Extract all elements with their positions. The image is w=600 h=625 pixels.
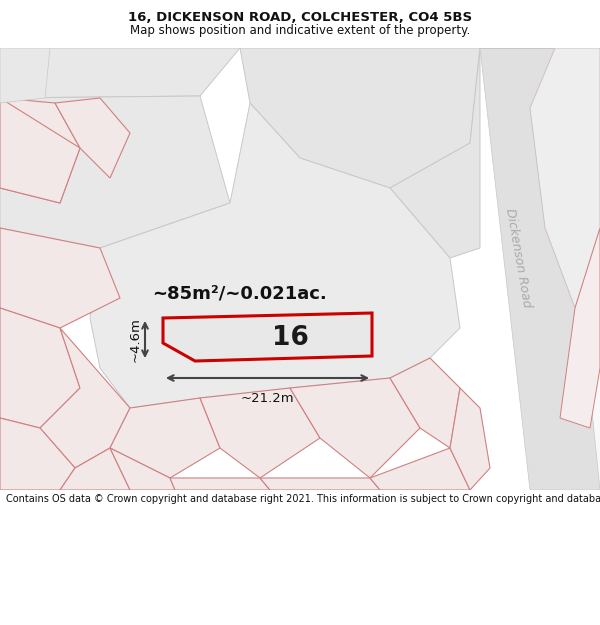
Polygon shape [390, 358, 460, 448]
Polygon shape [0, 98, 80, 203]
Polygon shape [55, 98, 130, 178]
Polygon shape [260, 478, 380, 490]
Polygon shape [200, 388, 320, 478]
Polygon shape [450, 388, 490, 490]
Polygon shape [560, 228, 600, 428]
Text: Dickenson Road: Dickenson Road [503, 208, 533, 309]
Polygon shape [0, 48, 240, 98]
Text: ~21.2m: ~21.2m [241, 392, 295, 405]
Polygon shape [390, 48, 480, 258]
Polygon shape [480, 48, 600, 490]
Polygon shape [170, 478, 270, 490]
Polygon shape [530, 48, 600, 490]
Polygon shape [60, 448, 130, 490]
Polygon shape [0, 308, 80, 428]
Text: 16, DICKENSON ROAD, COLCHESTER, CO4 5BS: 16, DICKENSON ROAD, COLCHESTER, CO4 5BS [128, 11, 472, 24]
Polygon shape [240, 48, 480, 188]
Polygon shape [110, 448, 175, 490]
Polygon shape [370, 448, 470, 490]
Text: ~4.6m: ~4.6m [129, 317, 142, 362]
Polygon shape [0, 96, 230, 248]
Polygon shape [0, 48, 50, 103]
Polygon shape [0, 418, 75, 490]
Polygon shape [90, 103, 460, 408]
Text: 16: 16 [272, 325, 308, 351]
Polygon shape [40, 328, 130, 468]
Polygon shape [110, 398, 220, 478]
Polygon shape [0, 228, 120, 328]
Polygon shape [290, 378, 420, 478]
Polygon shape [163, 313, 372, 361]
Text: ~85m²/~0.021ac.: ~85m²/~0.021ac. [152, 284, 328, 302]
Polygon shape [530, 48, 600, 308]
Text: Map shows position and indicative extent of the property.: Map shows position and indicative extent… [130, 24, 470, 38]
Text: Contains OS data © Crown copyright and database right 2021. This information is : Contains OS data © Crown copyright and d… [6, 494, 600, 504]
Polygon shape [0, 98, 80, 203]
